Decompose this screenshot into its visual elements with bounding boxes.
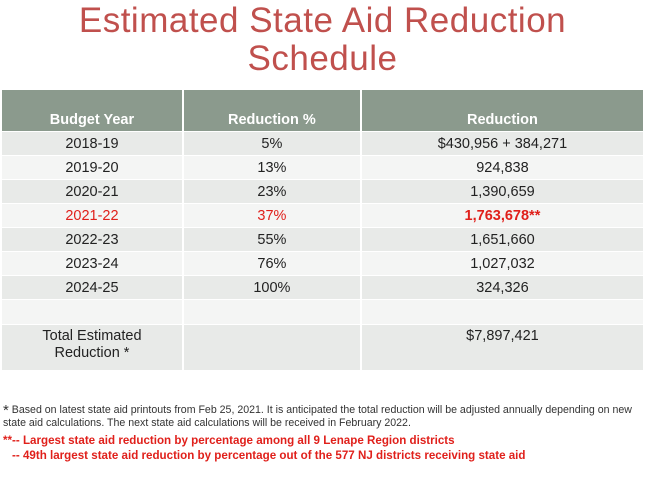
header-reduction: Reduction [360,90,643,132]
table-row: 2024-25 100% 324,326 [2,275,643,300]
slide-title-line2: Schedule [247,39,398,78]
slide-title-line1: Estimated State Aid Reduction [78,1,567,40]
cell-percent: 100% [182,275,362,300]
cell-reduction: 1,651,660 [360,227,643,252]
cell-year: 2019-20 [2,155,184,180]
cell-empty [182,299,362,325]
footnote-49th-nj: -- 49th largest state aid reduction by p… [12,449,526,462]
cell-percent: 55% [182,227,362,252]
state-aid-reduction-table: Budget Year Reduction % Reduction 2018-1… [2,90,643,371]
total-label-line1: Total Estimated [42,328,142,344]
table-row: 2022-23 55% 1,651,660 [2,227,643,252]
footnote-star: * [3,402,9,419]
cell-year: 2021-22 [2,203,184,228]
footnote-basis: * Based on latest state aid printouts fr… [3,402,643,430]
header-budget-year: Budget Year [2,90,184,132]
cell-reduction: $430,956 + 384,271 [360,131,643,156]
table-row: 2018-19 5% $430,956 + 384,271 [2,131,643,156]
header-reduction-percent: Reduction % [182,90,362,132]
cell-year: 2020-21 [2,179,184,204]
cell-reduction: 324,326 [360,275,643,300]
cell-empty [360,299,643,325]
cell-year: 2023-24 [2,251,184,276]
cell-empty [182,324,362,371]
table-header-row: Budget Year Reduction % Reduction [2,90,643,132]
cell-year: 2022-23 [2,227,184,252]
cell-percent: 76% [182,251,362,276]
cell-percent: 5% [182,131,362,156]
cell-reduction: 1,390,659 [360,179,643,204]
table-row-total: Total Estimated Reduction * $7,897,421 [2,324,643,371]
cell-empty [2,299,184,325]
footnotes: * Based on latest state aid printouts fr… [3,402,643,463]
cell-reduction: 1,027,032 [360,251,643,276]
cell-reduction: 924,838 [360,155,643,180]
footnote-basis-text: Based on latest state aid printouts from… [3,404,632,429]
cell-percent: 23% [182,179,362,204]
cell-total-value: $7,897,421 [360,324,643,371]
footnote-largest-lenape: **-- Largest state aid reduction by perc… [3,434,455,447]
cell-year: 2018-19 [2,131,184,156]
table-row: 2019-20 13% 924,838 [2,155,643,180]
cell-percent: 37% [182,203,362,228]
cell-year: 2024-25 [2,275,184,300]
cell-reduction: 1,763,678** [360,203,643,228]
cell-total-label: Total Estimated Reduction * [2,324,184,371]
table-row: 2020-21 23% 1,390,659 [2,179,643,204]
table-row: 2023-24 76% 1,027,032 [2,251,643,276]
table-row-highlighted: 2021-22 37% 1,763,678** [2,203,643,228]
total-label-line2: Reduction * [54,345,130,361]
cell-percent: 13% [182,155,362,180]
table-row-blank [2,299,643,325]
